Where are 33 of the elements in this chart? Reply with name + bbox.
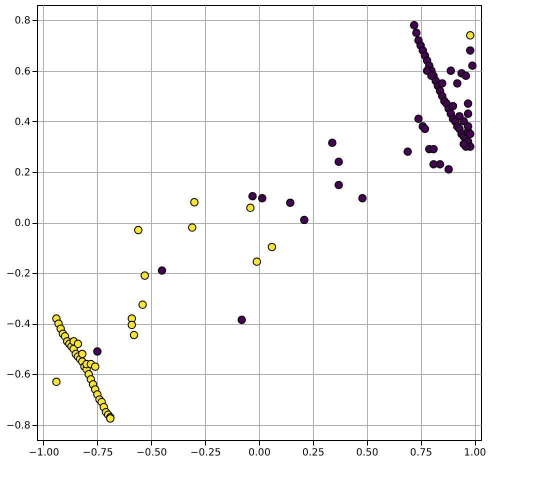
y-tick-label: 0.0 xyxy=(14,218,30,229)
point xyxy=(140,271,149,280)
point xyxy=(466,31,474,40)
point xyxy=(134,226,143,234)
y-tick-label: 0.4 xyxy=(14,116,30,128)
point xyxy=(52,378,61,386)
x-tick-label: −0.25 xyxy=(190,448,221,458)
x-tick-label: 0.25 xyxy=(302,448,325,458)
y-tick-label: 0.8 xyxy=(14,16,30,27)
point xyxy=(130,330,138,340)
point xyxy=(190,198,199,206)
x-tick-label: −1.00 xyxy=(28,448,60,458)
x-tick-label: 1.00 xyxy=(464,448,486,458)
point xyxy=(74,340,82,348)
point xyxy=(268,242,276,252)
point xyxy=(90,362,100,371)
point xyxy=(138,300,147,309)
point xyxy=(246,204,255,212)
y-tick-label: 0.6 xyxy=(14,66,30,78)
point xyxy=(78,350,86,358)
x-tick-label: −0.50 xyxy=(136,448,168,458)
x-tick-label: 0.75 xyxy=(410,448,432,458)
y-tick-label: −0.4 xyxy=(6,319,30,330)
y-tick-label: −0.2 xyxy=(6,268,30,280)
x-tick-label: −0.75 xyxy=(82,448,114,458)
y-tick-label: −0.6 xyxy=(6,370,30,381)
y-tick-label: 0.2 xyxy=(14,167,30,178)
point xyxy=(252,258,262,266)
x-tick-label: 0.50 xyxy=(356,448,378,458)
point xyxy=(128,320,136,330)
x-tick-label: 0.00 xyxy=(248,448,271,458)
y-tick-label: −0.8 xyxy=(6,420,30,432)
point xyxy=(188,223,196,232)
